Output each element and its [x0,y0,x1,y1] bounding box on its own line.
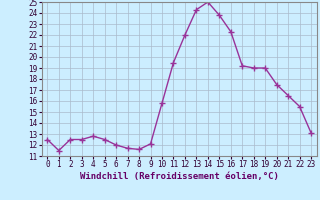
X-axis label: Windchill (Refroidissement éolien,°C): Windchill (Refroidissement éolien,°C) [80,172,279,181]
